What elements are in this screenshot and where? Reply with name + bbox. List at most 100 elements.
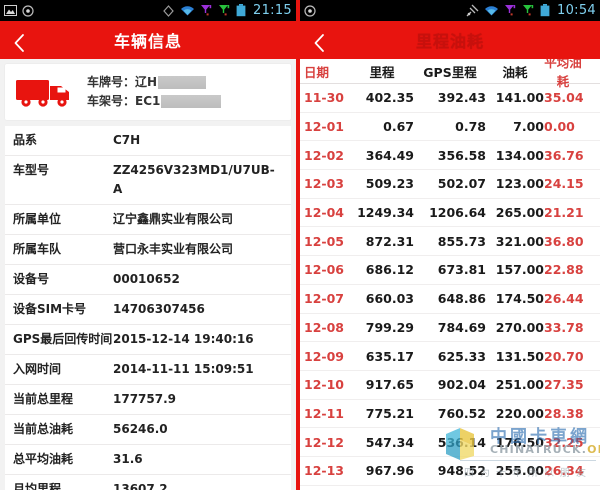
cell-fuel: 134.00 bbox=[495, 147, 544, 163]
vehicle-summary-card: 车牌号： 辽H 车架号： EC1 bbox=[5, 64, 291, 120]
cell-mileage: 509.23 bbox=[365, 176, 414, 192]
row-value: C7H bbox=[113, 133, 141, 147]
column-header-fuel: 油耗 bbox=[502, 64, 528, 80]
table-row[interactable]: 12-14 131.77 129.14 45.50 34.53 bbox=[300, 486, 600, 490]
row-key: 车型号 bbox=[13, 163, 50, 177]
table-row[interactable]: 12-04 1249.34 1206.64 265.00 21.21 bbox=[300, 199, 600, 228]
plate-number-value: 辽H bbox=[135, 75, 158, 89]
right-clock: 10:54 bbox=[557, 3, 596, 18]
vin-redaction-mask bbox=[161, 95, 222, 108]
table-row[interactable]: 12-11 775.21 760.52 220.00 28.38 bbox=[300, 400, 600, 429]
table-row[interactable]: 12-08 799.29 784.69 270.00 33.78 bbox=[300, 314, 600, 343]
cell-mileage: 872.31 bbox=[365, 233, 414, 249]
plate-number-line: 车牌号： 辽H bbox=[87, 73, 221, 92]
cell-fuel: 251.00 bbox=[495, 377, 544, 393]
row-key: 月均里程 bbox=[13, 482, 62, 490]
cell-date: 12-08 bbox=[304, 319, 344, 335]
table-row: 设备SIM卡号 14706307456 bbox=[5, 295, 291, 325]
cell-mileage: 364.49 bbox=[365, 147, 414, 163]
left-status-bar: 21:15 bbox=[0, 0, 296, 21]
table-row[interactable]: 12-07 660.03 648.86 174.50 26.44 bbox=[300, 285, 600, 314]
cell-gps-mileage: 536.14 bbox=[437, 434, 486, 450]
table-row: 当前总里程 177757.9 bbox=[5, 385, 291, 415]
wifi-icon bbox=[484, 5, 499, 17]
row-key: 入网时间 bbox=[13, 362, 62, 376]
row-key: 品系 bbox=[13, 133, 38, 147]
right-title-bar: 里程油耗 bbox=[300, 21, 600, 59]
satellite-icon bbox=[466, 4, 479, 17]
cell-mileage: 402.35 bbox=[365, 90, 414, 106]
cell-mileage: 967.96 bbox=[365, 463, 414, 479]
table-row[interactable]: 11-30 402.35 392.43 141.00 35.04 bbox=[300, 84, 600, 113]
table-row[interactable]: 12-12 547.34 536.14 176.50 32.25 bbox=[300, 428, 600, 457]
row-value: 14706307456 bbox=[113, 302, 205, 316]
cell-date: 12-01 bbox=[304, 119, 344, 135]
row-key: 所属车队 bbox=[13, 242, 62, 256]
vin-number-line: 车架号： EC1 bbox=[87, 92, 222, 111]
mileage-fuel-panel: 10:54 里程油耗 日期 里程 GPS里程 油耗 平均油耗 11-30 402… bbox=[300, 0, 600, 490]
table-row[interactable]: 12-02 364.49 356.58 134.00 36.76 bbox=[300, 141, 600, 171]
table-row[interactable]: 12-09 635.17 625.33 131.50 20.70 bbox=[300, 342, 600, 371]
cell-gps-mileage: 356.58 bbox=[437, 147, 486, 163]
back-chevron-icon[interactable] bbox=[12, 33, 26, 52]
cell-date: 12-02 bbox=[304, 147, 344, 163]
table-row: 总平均油耗 31.6 bbox=[5, 445, 291, 475]
plate-redaction-mask bbox=[158, 76, 207, 89]
vin-number-label: 车架号： bbox=[87, 94, 136, 108]
signal-sim2-icon bbox=[218, 4, 231, 17]
row-value: 177757.9 bbox=[113, 392, 177, 406]
left-title-bar: 车辆信息 bbox=[0, 21, 296, 59]
cell-date: 12-12 bbox=[304, 434, 344, 450]
page-title: 里程油耗 bbox=[415, 32, 484, 51]
cell-gps-mileage: 855.73 bbox=[437, 233, 486, 249]
cell-fuel: 174.50 bbox=[495, 291, 544, 307]
row-key: 当前总里程 bbox=[13, 392, 74, 406]
cell-gps-mileage: 673.81 bbox=[437, 262, 486, 278]
row-key: 设备号 bbox=[13, 272, 50, 286]
column-header-mileage: 里程 bbox=[369, 64, 395, 80]
target-icon bbox=[304, 4, 316, 17]
cell-gps-mileage: 502.07 bbox=[437, 176, 486, 192]
cell-date: 12-11 bbox=[304, 405, 344, 421]
column-header-date: 日期 bbox=[304, 64, 330, 80]
table-row[interactable]: 12-06 686.12 673.81 157.00 22.88 bbox=[300, 256, 600, 285]
vehicle-info-body: 车牌号： 辽H 车架号： EC1 品系 C7H bbox=[0, 59, 296, 490]
signal-sim1-icon bbox=[504, 4, 517, 17]
table-row: 品系 C7H bbox=[5, 126, 291, 156]
cell-avg-fuel: 20.70 bbox=[544, 348, 584, 364]
table-row: 所属单位 辽宁鑫鼎实业有限公司 bbox=[5, 205, 291, 235]
table-row: 月均里程 13607.2 bbox=[5, 475, 291, 490]
table-row[interactable]: 12-13 967.96 948.52 255.00 26.34 bbox=[300, 457, 600, 486]
cell-mileage: 0.67 bbox=[383, 119, 414, 135]
table-row: 入网时间 2014-11-11 15:09:51 bbox=[5, 355, 291, 385]
table-row[interactable]: 12-10 917.65 902.04 251.00 27.35 bbox=[300, 371, 600, 400]
cell-fuel: 7.00 bbox=[513, 119, 544, 135]
cell-fuel: 141.00 bbox=[495, 90, 544, 106]
cell-avg-fuel: 27.35 bbox=[544, 377, 584, 393]
battery-icon bbox=[540, 4, 550, 17]
signal-sim1-icon bbox=[200, 4, 213, 17]
battery-icon bbox=[236, 4, 246, 17]
cell-mileage: 917.65 bbox=[365, 377, 414, 393]
cell-mileage: 635.17 bbox=[365, 348, 414, 364]
cell-fuel: 265.00 bbox=[495, 205, 544, 221]
table-row[interactable]: 12-01 0.67 0.78 7.00 0.00 bbox=[300, 113, 600, 142]
back-chevron-icon[interactable] bbox=[312, 33, 326, 52]
row-value: 营口永丰实业有限公司 bbox=[113, 242, 234, 256]
cell-avg-fuel: 36.80 bbox=[544, 233, 584, 249]
cell-avg-fuel: 26.34 bbox=[544, 463, 584, 479]
cell-avg-fuel: 28.38 bbox=[544, 405, 584, 421]
cell-avg-fuel: 21.21 bbox=[544, 205, 584, 221]
table-row[interactable]: 12-03 509.23 502.07 123.00 24.15 bbox=[300, 170, 600, 199]
cell-mileage: 660.03 bbox=[365, 291, 414, 307]
table-row: 所属车队 营口永丰实业有限公司 bbox=[5, 235, 291, 265]
table-row[interactable]: 12-05 872.31 855.73 321.00 36.80 bbox=[300, 227, 600, 257]
vehicle-info-panel: 21:15 车辆信息 bbox=[0, 0, 296, 490]
row-value: 00010652 bbox=[113, 272, 180, 286]
cell-avg-fuel: 36.76 bbox=[544, 147, 584, 163]
cell-gps-mileage: 648.86 bbox=[437, 291, 486, 307]
row-value: ZZ4256V323MD1/U7UB-A bbox=[113, 163, 275, 196]
row-value: 56246.0 bbox=[113, 422, 168, 436]
cell-fuel: 123.00 bbox=[495, 176, 544, 192]
cell-date: 12-07 bbox=[304, 291, 344, 307]
